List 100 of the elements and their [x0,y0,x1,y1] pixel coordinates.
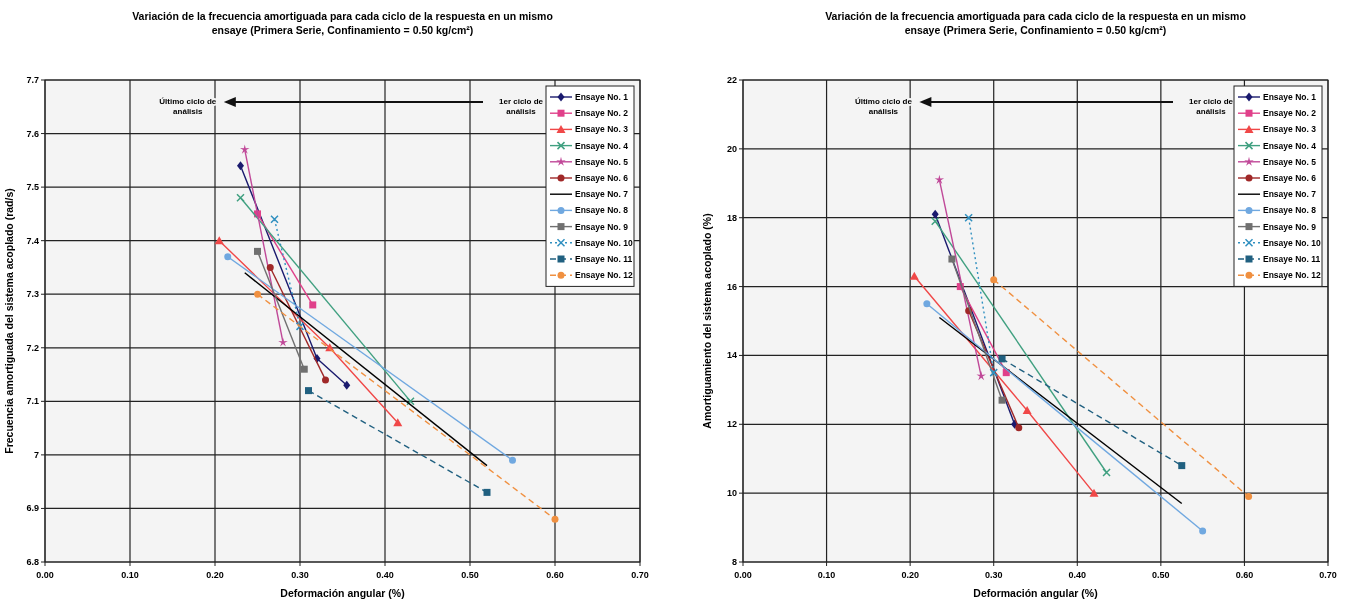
y-tick-label: 7.2 [26,342,39,353]
point [239,144,250,154]
y-axis-title: Amortiguamiento del sistema acoplado (%) [701,213,713,429]
legend-label: Ensaye No. 1 [1263,92,1317,102]
y-tick-label: 7.4 [26,235,39,246]
legend-label: Ensaye No. 10 [575,237,633,248]
x-tick-label: 0.10 [121,570,139,580]
legend-label: Ensaye No. 11 [575,254,633,264]
x-tick-label: 0.00 [36,570,54,580]
point [976,371,986,381]
x-tick-label: 0.10 [817,570,836,580]
x-tick-label: 0.40 [1068,570,1087,580]
point [300,365,308,373]
legend-label: Ensaye No. 1 [575,92,629,102]
x-tick-label: 0.70 [1319,570,1337,580]
chart-title: Variación de la frecuencia amortiguada para cada ciclo de la respuesta en un mismo ensaye (Primera Serie, Confinamiento = 0.50 kg/cm²) [132,10,553,36]
y-tick-label: 6.9 [26,503,39,514]
point [270,214,279,224]
point [1178,462,1186,470]
legend-label: Ensaye No. 7 [575,189,629,200]
x-tick-label: 0.60 [1235,570,1254,580]
x-tick-label: 0.60 [546,570,564,580]
y-tick-label: 20 [726,143,737,154]
x-tick-label: 0.00 [734,570,752,580]
point [931,209,939,219]
point [254,247,261,255]
point [343,380,351,390]
legend-label: Ensaye No. 7 [1263,189,1317,200]
y-tick-label: 7.1 [26,396,39,407]
legend-label: Ensaye No. 12 [1263,270,1321,281]
x-tick-label: 0.50 [1152,570,1170,580]
point [930,216,940,226]
legend-label: Ensaye No. 6 [575,173,629,183]
x-tick-label: 0.40 [376,570,394,580]
point [278,337,288,347]
x-tick-label: 0.50 [461,570,479,580]
legend-label: Ensaye No. 2 [1263,108,1317,119]
legend-label: Ensaye No. 9 [1263,221,1317,232]
point [214,236,224,245]
point [1015,424,1023,432]
y-tick-label: 8 [731,557,737,567]
legend-label: Ensaye No. 4 [575,140,629,151]
legend-label: Ensaye No. 11 [1263,254,1321,264]
point [237,161,244,171]
legend-label: Ensaye No. 9 [575,221,629,232]
y-tick-label: 18 [726,212,737,223]
point [1245,493,1253,501]
y-tick-label: 22 [726,75,737,85]
point [923,300,931,308]
point [1089,488,1099,497]
y-tick-label: 10 [726,488,737,499]
x-tick-label: 0.30 [984,570,1003,580]
x-axis-title: Deformación angular (%) [280,587,405,599]
point [305,387,312,395]
chart-title: Variación de la frecuencia amortiguada para cada ciclo de la respuesta en un mismo ensaye (Primera Serie, Confinamiento = 0.50 kg/cm²) [825,10,1246,36]
legend-label: Ensaye No. 6 [1263,173,1317,183]
x-tick-label: 0.70 [631,570,649,580]
point [934,174,945,184]
y-tick-label: 16 [726,281,737,292]
y-tick-label: 6.8 [26,557,39,567]
legend-label: Ensaye No. 3 [1263,124,1317,135]
point [254,290,261,298]
point [998,396,1006,404]
legend-label: Ensaye No. 3 [575,124,629,135]
point [295,322,305,331]
annotation: Último ciclo de análisis [159,97,217,116]
x-tick-label: 0.30 [291,570,309,580]
point [483,488,491,496]
point [322,376,329,384]
point [990,276,998,284]
point [266,263,274,271]
legend-label: Ensaye No. 5 [1263,156,1317,167]
point [989,368,998,377]
point [964,213,973,222]
legend-label: Ensaye No. 2 [575,108,629,119]
y-tick-label: 7.6 [26,128,39,139]
y-tick-label: 7.5 [26,182,39,193]
legend-label: Ensaye No. 8 [575,205,629,216]
point [309,301,317,309]
point [909,271,919,280]
annotation: 1er ciclo de análisis [1188,97,1234,116]
legend-label: Ensaye No. 4 [1263,140,1317,151]
y-tick-label: 7.3 [26,289,39,300]
legend-label: Ensaye No. 12 [575,270,633,281]
legend-label: Ensaye No. 10 [1263,237,1321,248]
y-tick-label: 14 [726,350,737,361]
x-tick-label: 0.20 [206,570,224,580]
legend-label: Ensaye No. 5 [575,156,629,167]
point [236,193,245,203]
x-tick-label: 0.20 [901,570,919,580]
point [551,515,559,523]
legend-label: Ensaye No. 8 [1263,205,1317,216]
point [998,355,1006,363]
y-tick-label: 7.7 [26,75,39,85]
point [509,456,516,464]
y-tick-label: 12 [726,419,737,430]
point [1199,527,1207,535]
y-axis-title: Frecuencia amortiguada del sistema acoplado (rad/s) [3,188,15,454]
annotation: 1er ciclo de análisis [498,97,544,116]
point [1102,468,1111,477]
